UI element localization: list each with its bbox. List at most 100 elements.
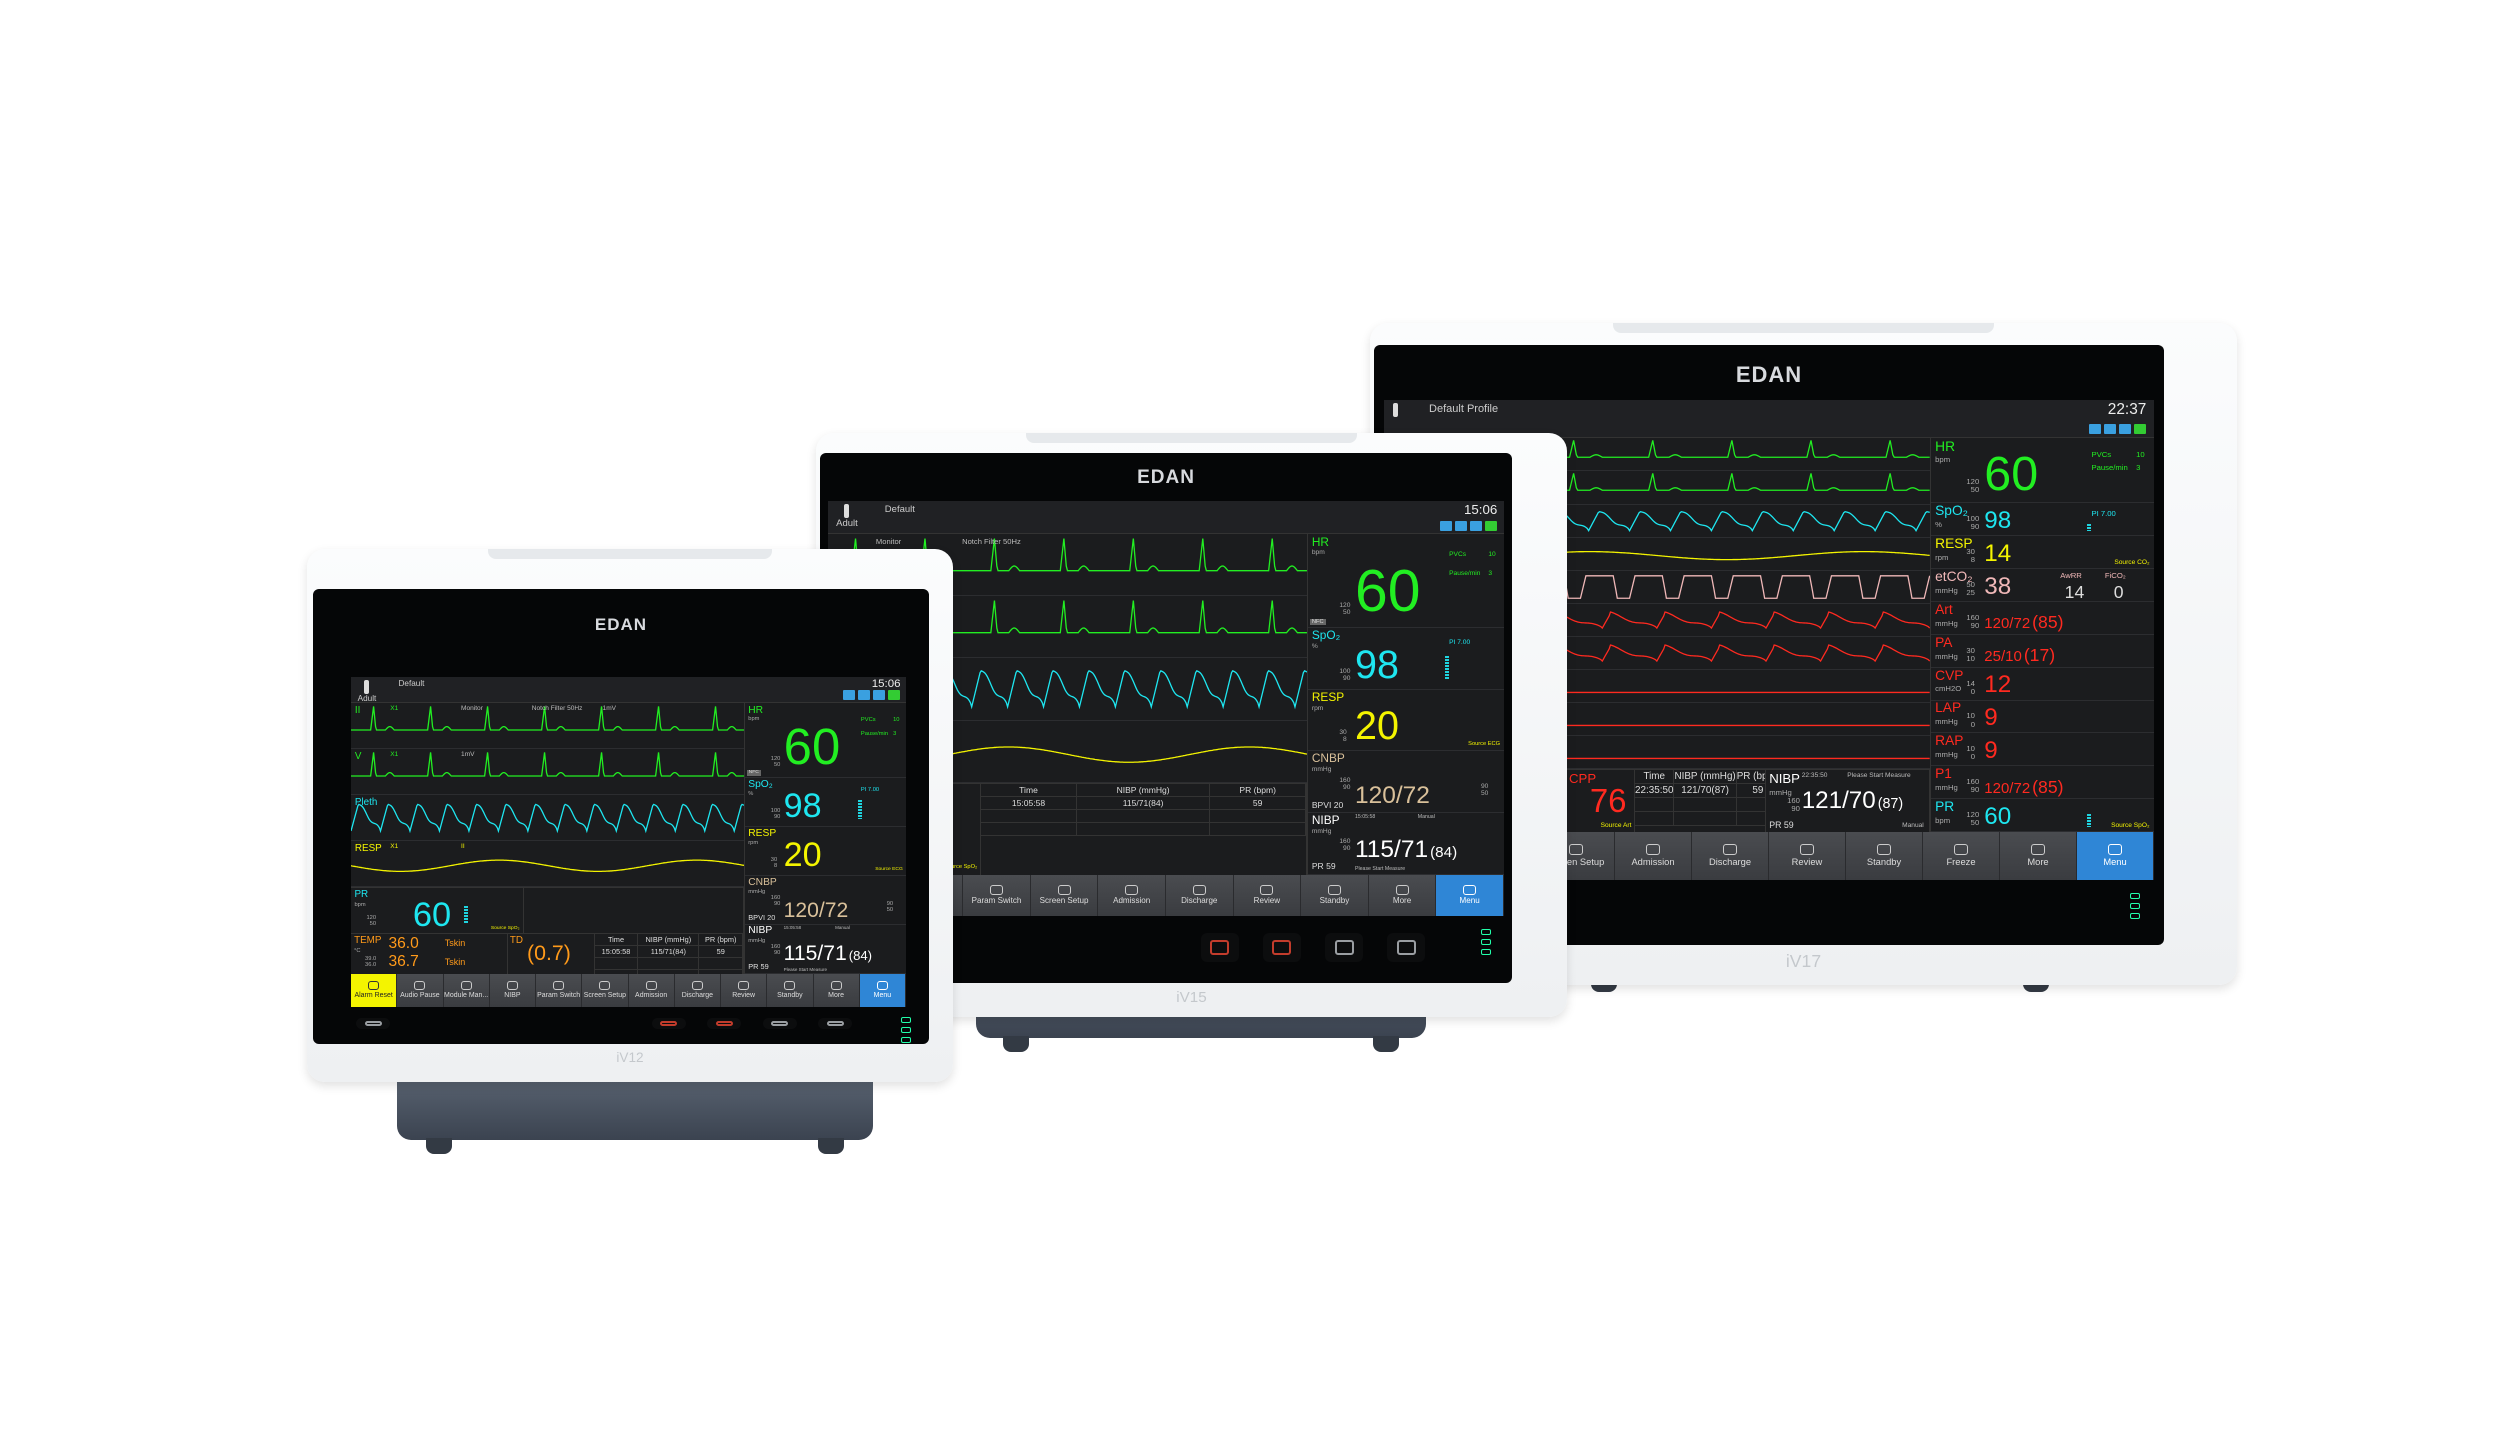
- toolbar-button-more[interactable]: More: [1368, 874, 1437, 916]
- toolbar-button-screen-setup[interactable]: Screen Setup: [1030, 874, 1099, 916]
- alarm-limits: 30 8: [1966, 546, 1975, 564]
- param-spo[interactable]: SpO₂% 100 90 98 PI 7.00: [1307, 628, 1504, 690]
- param-pr[interactable]: PR bpm 120 50 60 Source SpO₂: [1930, 799, 2154, 833]
- info-cell-table[interactable]: Time NIBP (mmHg) PR (bpm) 15:05:58 115/71(84…: [594, 934, 745, 974]
- toolbar-button-standby[interactable]: Standby: [767, 974, 814, 1007]
- param-extra-value: 3: [2136, 462, 2141, 472]
- param-etco[interactable]: etCO₂ mmHg 50 25 38 AwRR 14 FiCO₂ 0: [1930, 569, 2154, 602]
- hardware-alarm-reset-button[interactable]: [651, 1018, 686, 1029]
- hardware-menu-button[interactable]: [1387, 933, 1426, 962]
- param-hr[interactable]: HR bpm 120 50 60 PVCs 10 Pause/min 3: [1930, 438, 2154, 504]
- param-value: 38: [1984, 572, 2012, 600]
- standby-icon: [1328, 884, 1341, 895]
- profile-name[interactable]: Default Profile: [1429, 403, 1499, 416]
- param-unit: bpm: [1935, 815, 1951, 825]
- param-nibp[interactable]: NIBP mmHg 160 90 115/71 (84) PR 59 15:05:58 Manu…: [1307, 813, 1504, 875]
- param-cnbp[interactable]: CNBP mmHg 160 90 120/72 90 50 BPVI 20: [745, 876, 906, 926]
- toolbar-button-review[interactable]: Review: [1233, 874, 1302, 916]
- more-icon: [1395, 884, 1409, 895]
- parameter-column: HR bpm 120 50 60 PVCs 10 Pause/min 3 NFC SpO₂% 100 9…: [745, 703, 906, 974]
- param-spo[interactable]: SpO₂% 100 90 98 PI 7.00: [745, 778, 906, 828]
- toolbar-button-audio-pause[interactable]: Audio Pause: [397, 974, 444, 1007]
- toolbar-button-discharge[interactable]: Discharge: [674, 974, 721, 1007]
- toolbar-button-label: Review: [1791, 857, 1823, 868]
- hardware-audio-pause-button[interactable]: [1262, 933, 1301, 962]
- info-cell-param[interactable]: PR bpm 120 50 60 Source SpO₂: [351, 888, 524, 934]
- toolbar-button-admission[interactable]: Admission: [1615, 832, 1692, 880]
- toolbar-button-nibp[interactable]: NIBP: [489, 974, 536, 1007]
- param-pa[interactable]: PA mmHg 30 10 25/10 (17): [1930, 635, 2154, 668]
- stand-foot: [818, 1138, 845, 1154]
- hardware-alarm-reset-button[interactable]: [1200, 933, 1239, 962]
- param-resp[interactable]: RESP rpm 30 8 14 Source CO₂: [1930, 536, 2154, 569]
- waveform-ecg[interactable]: V X1 1mV: [351, 749, 745, 796]
- param-hr[interactable]: HR bpm 120 50 60 PVCs 10 Pause/min 3 NFC: [745, 703, 906, 779]
- info-cell-nibp[interactable]: NIBP mmHg 160 90 121/70 (87) 22:35:50 Please St…: [1766, 770, 1930, 832]
- param-source: Source ECG: [1468, 741, 1501, 748]
- toolbar-button-more[interactable]: More: [2000, 832, 2077, 880]
- patient-icon: [1393, 403, 1399, 417]
- waveform-pleth[interactable]: Pleth: [351, 795, 745, 842]
- patient-type[interactable]: Adult: [358, 677, 376, 703]
- toolbar-button-alarm-reset[interactable]: Alarm Reset: [351, 974, 398, 1007]
- param-nibp[interactable]: NIBP mmHg 160 90 115/71 (84) PR 59 15:05:58 Manu…: [745, 925, 906, 974]
- param-p1[interactable]: P1 mmHg 160 90 120/72 (85): [1930, 766, 2154, 800]
- waveform-resp[interactable]: RESP X1 II: [351, 841, 745, 888]
- param-rap[interactable]: RAP mmHg 10 0 9: [1930, 733, 2154, 767]
- alarm-limit: 25: [1966, 587, 1975, 597]
- hardware-nibp-start-button[interactable]: [1325, 933, 1364, 962]
- alarm-limits: 120 50: [1966, 478, 1979, 494]
- param-footer: PR 59: [748, 961, 769, 971]
- alarm-limits: 14 0: [1966, 679, 1975, 696]
- toolbar-button-param-switch[interactable]: Param Switch: [536, 974, 583, 1007]
- param-spo[interactable]: SpO₂% 100 90 98 PI 7.00: [1930, 503, 2154, 537]
- hardware-nibp-start-button[interactable]: [762, 1018, 797, 1029]
- status-indicators: [1481, 928, 1492, 955]
- toolbar-button-param-switch[interactable]: Param Switch: [963, 874, 1031, 916]
- toolbar-button-standby[interactable]: Standby: [1846, 832, 1923, 880]
- patient-type[interactable]: [1393, 400, 1399, 417]
- toolbar-button-discharge[interactable]: Discharge: [1165, 874, 1234, 916]
- info-cell-temp[interactable]: TEMP °C 39.0 36.0 36.0 Tskin 36.7 Tskin: [351, 934, 509, 974]
- profile-name[interactable]: Default: [398, 679, 425, 689]
- profile-name[interactable]: Default: [884, 503, 915, 515]
- toolbar-button-review[interactable]: Review: [1769, 832, 1846, 880]
- param-label: RESP: [1935, 536, 1973, 551]
- clock-time: 15:06: [871, 678, 901, 691]
- param-resp[interactable]: RESP rpm 30 8 20 Source ECG: [1307, 690, 1504, 752]
- info-cell-td[interactable]: TD (0.7): [508, 934, 595, 974]
- toolbar-button-menu[interactable]: Menu: [2077, 832, 2154, 880]
- info-cell-table[interactable]: Time NIBP (mmHg) PR (bpm) 15:05:58 115/71(84…: [981, 783, 1307, 875]
- param-extra-value: 3: [893, 731, 897, 738]
- param-art[interactable]: Art mmHg 160 90 120/72 (85): [1930, 602, 2154, 635]
- hardware-audio-pause-button[interactable]: [707, 1018, 742, 1029]
- menu-icon: [826, 1020, 844, 1027]
- toolbar-button-freeze[interactable]: Freeze: [1923, 832, 2000, 880]
- patient-type[interactable]: Adult: [836, 501, 858, 529]
- toolbar-button-review[interactable]: Review: [721, 974, 768, 1007]
- toolbar-button-admission[interactable]: Admission: [628, 974, 675, 1007]
- toolbar-button-menu[interactable]: Menu: [859, 974, 906, 1007]
- param-resp[interactable]: RESP rpm 30 8 20 Source ECG: [745, 827, 906, 877]
- main-area: II X1 Monitor Notch Filter 50Hz 1mV V X1 1mV Ple…: [351, 703, 906, 974]
- toolbar-button-standby[interactable]: Standby: [1301, 874, 1369, 916]
- toolbar-button-menu[interactable]: Menu: [1436, 874, 1504, 916]
- param-cnbp[interactable]: CNBP mmHg 160 90 120/72 90 50 BPVI 20: [1307, 751, 1504, 813]
- toolbar-button-module-man-[interactable]: Module Man...: [443, 974, 490, 1007]
- toolbar-button-more[interactable]: More: [813, 974, 860, 1007]
- table-cell-empty: [1674, 812, 1737, 827]
- alarm-limit: 160: [1339, 776, 1351, 784]
- alarm-limit: 30: [1966, 546, 1975, 556]
- hardware-menu-button[interactable]: [818, 1018, 852, 1029]
- toolbar-button-admission[interactable]: Admission: [1098, 874, 1166, 916]
- waveform-ecg[interactable]: II X1 Monitor Notch Filter 50Hz 1mV: [351, 703, 745, 750]
- param-value: 12: [1984, 671, 2012, 699]
- param-lap[interactable]: LAP mmHg 10 0 9: [1930, 701, 2154, 734]
- param-hr[interactable]: HR bpm 120 50 60 PVCs 10 Pause/min 3 NFC: [1307, 534, 1504, 629]
- hardware-screen-lock-button[interactable]: [356, 1018, 390, 1029]
- toolbar-button-discharge[interactable]: Discharge: [1692, 832, 1769, 880]
- param-cvp[interactable]: CVP cmH2O 14 0 12: [1930, 668, 2154, 701]
- toolbar-button-screen-setup[interactable]: Screen Setup: [582, 974, 629, 1007]
- param-value-group: 25/10 (17): [1984, 647, 2055, 665]
